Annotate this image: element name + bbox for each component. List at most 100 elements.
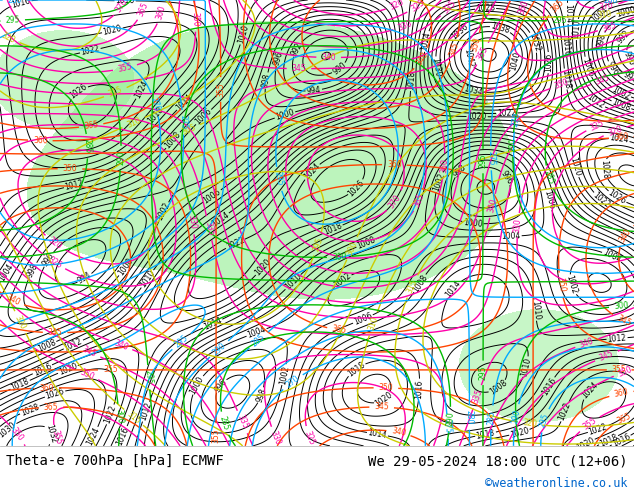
Text: 295: 295 (311, 236, 325, 252)
Text: 365: 365 (616, 412, 632, 426)
Text: 355: 355 (117, 62, 133, 74)
Text: 295: 295 (273, 171, 285, 187)
Text: 325: 325 (409, 0, 426, 14)
Text: 1016: 1016 (11, 0, 32, 10)
Text: 990: 990 (331, 61, 348, 76)
Text: 1002: 1002 (332, 271, 353, 290)
Text: 1040: 1040 (508, 50, 522, 72)
Text: 1034: 1034 (462, 84, 483, 98)
Text: 1022: 1022 (103, 404, 118, 425)
Text: 1026: 1026 (347, 178, 366, 198)
Text: 345: 345 (48, 328, 63, 337)
Text: 320: 320 (46, 235, 63, 251)
Text: 1026: 1026 (44, 387, 65, 401)
Text: 1038: 1038 (490, 21, 511, 35)
Text: 295: 295 (144, 370, 154, 385)
Text: 1002: 1002 (155, 201, 172, 222)
Text: 330: 330 (396, 18, 413, 32)
Text: 998: 998 (25, 262, 40, 278)
Text: 1006: 1006 (542, 189, 556, 210)
Text: We 29-05-2024 18:00 UTC (12+06): We 29-05-2024 18:00 UTC (12+06) (368, 454, 628, 468)
Text: 300: 300 (332, 252, 347, 262)
Text: 355: 355 (103, 366, 117, 374)
Text: 325: 325 (46, 255, 63, 270)
Text: 1008: 1008 (411, 273, 429, 294)
Text: 345: 345 (292, 64, 306, 73)
Text: 315: 315 (107, 86, 124, 99)
Text: 345: 345 (598, 349, 615, 363)
Text: 996: 996 (499, 169, 515, 186)
Text: 1008: 1008 (356, 235, 377, 251)
Text: 1018: 1018 (322, 221, 344, 237)
Text: 355: 355 (50, 429, 63, 445)
Text: 1042: 1042 (462, 48, 475, 69)
Text: 320: 320 (607, 124, 623, 138)
Text: 1024: 1024 (420, 31, 432, 52)
Text: 300: 300 (114, 409, 124, 424)
Text: 1028: 1028 (599, 159, 609, 179)
Text: 365: 365 (83, 121, 99, 131)
Text: ©weatheronline.co.uk: ©weatheronline.co.uk (485, 477, 628, 490)
Text: 1014: 1014 (563, 4, 573, 23)
Text: 310: 310 (366, 316, 380, 332)
Text: 360: 360 (39, 383, 54, 392)
Text: 1026: 1026 (607, 188, 628, 206)
Text: 1012: 1012 (607, 333, 627, 343)
Text: 1014: 1014 (210, 210, 231, 228)
Text: 1014: 1014 (174, 93, 195, 112)
Text: 355: 355 (612, 366, 626, 374)
Text: 325: 325 (303, 429, 316, 446)
Text: 305: 305 (180, 122, 197, 137)
Text: 335: 335 (441, 0, 458, 16)
Text: 270: 270 (510, 111, 522, 127)
Text: 330: 330 (269, 430, 283, 447)
Text: 1004: 1004 (501, 231, 521, 241)
Text: 350: 350 (616, 364, 633, 378)
Text: 350: 350 (9, 426, 25, 443)
Text: 1020: 1020 (574, 436, 596, 452)
Text: 1006: 1006 (202, 187, 223, 205)
Text: 290: 290 (510, 408, 522, 424)
Text: 295: 295 (552, 16, 567, 25)
Text: 992: 992 (290, 41, 304, 58)
Text: 1012: 1012 (63, 337, 84, 352)
Text: 370: 370 (114, 0, 130, 15)
Text: 1024: 1024 (85, 426, 101, 447)
Text: 350: 350 (191, 12, 200, 27)
Text: 330: 330 (513, 218, 523, 233)
Text: 345: 345 (81, 345, 98, 359)
Text: 1022: 1022 (225, 235, 246, 252)
Text: 1008: 1008 (164, 130, 183, 150)
Text: 325: 325 (589, 118, 605, 132)
Text: 355: 355 (475, 45, 490, 62)
Text: 1020: 1020 (253, 257, 273, 277)
Text: 360: 360 (155, 3, 168, 20)
Text: 340: 340 (578, 336, 595, 350)
Text: 270: 270 (284, 374, 301, 390)
Text: 320: 320 (13, 314, 28, 331)
Text: 1032: 1032 (527, 32, 541, 53)
Text: 290: 290 (116, 151, 126, 166)
Text: 1016: 1016 (611, 432, 632, 449)
Text: 1008: 1008 (36, 338, 57, 354)
Text: 1000: 1000 (463, 218, 483, 229)
Text: 340: 340 (414, 50, 430, 68)
Text: 994: 994 (306, 85, 321, 96)
Text: 1026: 1026 (68, 82, 89, 101)
Text: 1000: 1000 (615, 6, 634, 19)
Text: 340: 340 (486, 197, 498, 214)
Text: 1010: 1010 (530, 300, 541, 320)
Text: 285: 285 (83, 139, 93, 153)
Text: 1004: 1004 (589, 5, 609, 25)
Text: 285: 285 (250, 332, 267, 348)
Text: 340: 340 (618, 227, 633, 244)
Text: 994: 994 (76, 271, 93, 286)
Text: 280: 280 (8, 0, 22, 4)
Text: 365: 365 (412, 191, 427, 208)
Text: 1010: 1010 (571, 20, 582, 39)
Text: 1016: 1016 (32, 361, 53, 377)
Text: 290: 290 (210, 341, 228, 357)
Text: 1016: 1016 (540, 376, 558, 397)
Text: 295: 295 (173, 333, 190, 350)
Text: 340: 340 (112, 338, 129, 352)
